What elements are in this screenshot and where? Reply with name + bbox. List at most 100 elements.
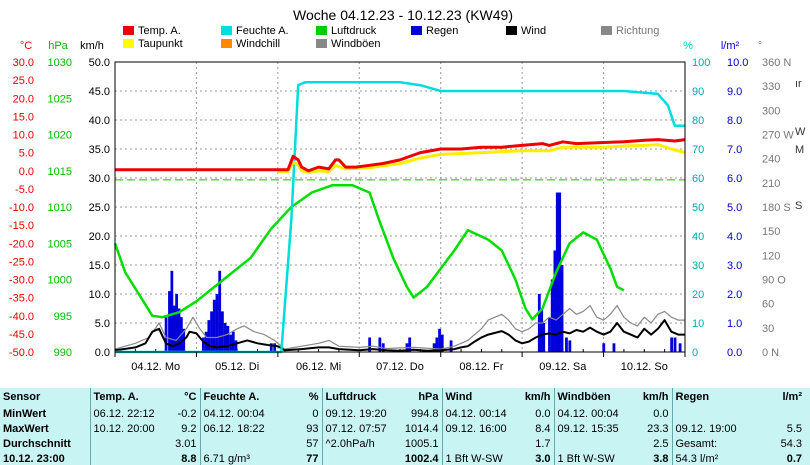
rain-bar <box>560 265 564 352</box>
rain-bar <box>612 343 616 352</box>
rain-axis: 10.0 9.0 8.0 7.0 6.0 5.0 4.0 3.0 2.0 1.0 0.0 <box>727 57 748 359</box>
summary-header-row: Sensor Temp. A. °C Feuchte A.% Luftdruck hPa W… <box>0 388 805 407</box>
x-tick-label: 06.12. Mi <box>296 361 341 373</box>
rain-bar <box>368 337 372 352</box>
plot-series <box>113 81 686 354</box>
rain-axis-label: l/m² <box>721 40 740 52</box>
chart-title: Woche 04.12.23 - 10.12.23 (KW49) <box>293 7 513 23</box>
summary-cell <box>671 407 752 422</box>
axis-tick-label: 7.0 <box>727 144 742 156</box>
wind-axis: 50.0 45.0 40.0 35.0 30.0 25.0 20.0 15.0 10.0 5.0 0… <box>89 57 110 359</box>
summary-cell: 5.5 <box>786 423 802 435</box>
summary-cell: 8.4 <box>535 423 551 435</box>
summary-cell <box>199 437 278 452</box>
summary-cell: 04.12. 00:14 <box>441 407 520 422</box>
axis-tick-label: 3.0 <box>727 260 742 272</box>
axis-tick-label: 50 <box>692 202 704 214</box>
legend-swatch <box>221 26 232 35</box>
axis-tick-label: 8.0 <box>727 115 742 127</box>
axis-tick-label: 10 <box>692 318 704 330</box>
axis-tick-label: -5.0 <box>15 184 34 196</box>
axis-tick-label: 90 O <box>762 275 786 287</box>
axis-tick-label: 1025 <box>48 93 72 105</box>
summary-cell: km/h <box>524 391 551 403</box>
right-edge-text-c: S <box>795 200 803 212</box>
summary-cell: 93 <box>306 423 319 435</box>
rain-bar <box>170 270 174 352</box>
axis-tick-label: 15.0 <box>13 111 34 123</box>
legend-swatch <box>221 39 232 48</box>
summary-cell: Wind <box>441 388 520 407</box>
summary-cell: 06.12. 22:12 <box>89 407 168 422</box>
axis-tick-label: 270 W <box>762 130 794 142</box>
summary-cell: 77 <box>306 453 319 465</box>
summary-cell: 04.12. 00:04 <box>553 407 634 422</box>
axis-tick-label: 45.0 <box>89 86 110 98</box>
right-edge-text-a: ır <box>795 78 802 90</box>
axis-tick-label: 30.0 <box>13 57 34 69</box>
axis-tick-label: 15.0 <box>89 260 110 272</box>
rain-bar <box>215 294 219 352</box>
axis-tick-label: 120 <box>762 250 780 262</box>
legend-label: Windchill <box>236 38 280 50</box>
rain-bar <box>273 343 277 352</box>
summary-cell: hPa <box>418 391 439 403</box>
summary-cell: 1005.1 <box>404 438 439 450</box>
summary-cell: 10.12. 23:00 <box>3 453 65 465</box>
rain-bar <box>229 334 232 352</box>
pressure-line <box>113 184 625 321</box>
rain-bar <box>226 325 230 352</box>
legend-swatch <box>506 26 517 35</box>
summary-cell: 1002.4 <box>404 453 439 465</box>
summary-cell: 07.12. 07:57 <box>321 422 398 437</box>
axis-tick-label: 30.0 <box>89 173 110 185</box>
rain-bar <box>438 328 441 352</box>
axis-tick-label: 35.0 <box>89 144 110 156</box>
rain-bar <box>602 343 606 352</box>
rain-bar <box>565 337 568 352</box>
summary-cell: Luftdruck <box>321 388 398 407</box>
rain-bar <box>175 294 179 352</box>
rain-bar <box>673 337 677 352</box>
summary-cell: Regen <box>671 388 752 407</box>
summary-cell: ^2.0hPa/h <box>321 437 398 452</box>
axis-tick-label: 40 <box>692 231 704 243</box>
summary-cell: 09.12. 19:00 <box>671 422 752 437</box>
axis-tick-label: -15.0 <box>9 220 34 232</box>
summary-cell: % <box>308 391 319 403</box>
summary-cell <box>752 407 805 422</box>
rain-bar <box>435 337 439 352</box>
x-axis: 04.12. Mo 05.12. Di 06.12. Mi 07.12. Do 08.1… <box>114 352 686 373</box>
summary-cell: 04.12. 00:04 <box>199 407 278 422</box>
axis-tick-label: 330 <box>762 81 780 93</box>
summary-cell <box>321 452 398 465</box>
axis-tick-label: 0.0 <box>95 347 110 359</box>
summary-cell: 09.12. 19:20 <box>321 407 398 422</box>
humidity-line <box>115 81 685 354</box>
rain-bar <box>432 343 436 352</box>
summary-cell: 54.3 <box>780 438 802 450</box>
rain-bar <box>204 331 208 352</box>
summary-cell: MaxWert <box>3 423 49 435</box>
axis-tick-label: 150 <box>762 226 780 238</box>
summary-cell <box>89 452 168 465</box>
rain-bar <box>231 331 235 352</box>
axis-tick-label: 20.0 <box>89 231 110 243</box>
summary-cell: 54.3 l/m² <box>671 452 752 465</box>
direction-axis: 360 N 330 300 270 W 240 210 180 S 150 120 90 O 60 3… <box>762 57 794 359</box>
rain-bar <box>164 317 168 352</box>
rain-bar <box>168 291 171 352</box>
pressure-axis-label: hPa <box>48 40 68 52</box>
legend-label: Richtung <box>616 25 659 37</box>
summary-cell: 09.12. 15:35 <box>553 422 634 437</box>
summary-cell: 8.8 <box>181 453 197 465</box>
axis-tick-label: 0 <box>692 347 698 359</box>
summary-cell <box>89 437 168 452</box>
axis-tick-label: 180 S <box>762 202 791 214</box>
summary-cell: 9.2 <box>181 423 197 435</box>
axis-tick-label: -25.0 <box>9 256 34 268</box>
summary-cell: Sensor <box>3 391 41 403</box>
rain-bar <box>218 270 222 352</box>
summary-cell: Temp. A. <box>89 388 168 407</box>
